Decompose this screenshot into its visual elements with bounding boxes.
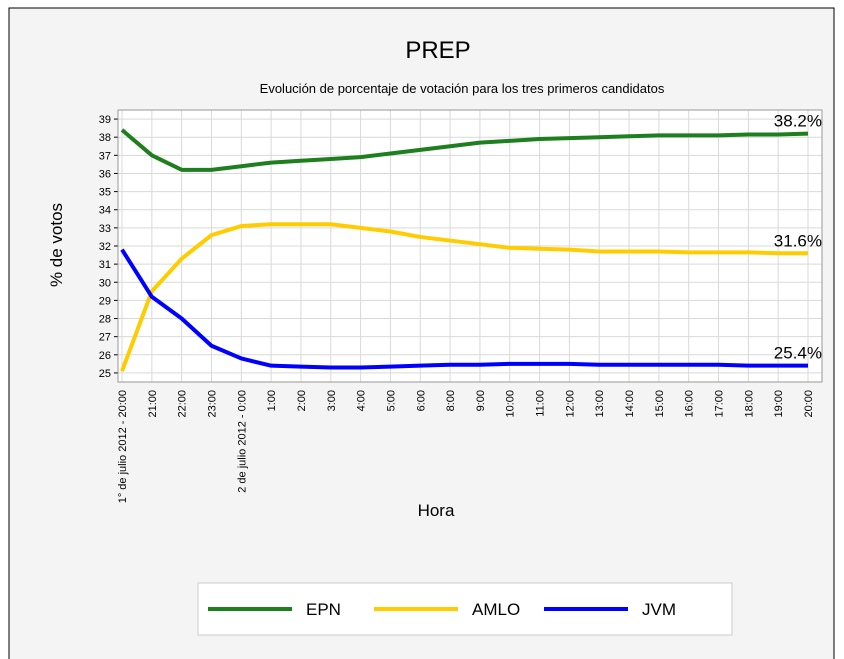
end-label: 38.2% xyxy=(774,112,822,131)
chart-title: PREP xyxy=(405,37,470,64)
y-tick-label: 28 xyxy=(99,314,111,326)
x-tick-label: 15:00 xyxy=(654,390,666,418)
y-tick-label: 25 xyxy=(99,368,111,380)
x-tick-label: 13:00 xyxy=(594,390,606,418)
y-tick-label: 29 xyxy=(99,295,111,307)
y-tick-label: 32 xyxy=(99,241,111,253)
x-tick-label: 16:00 xyxy=(684,390,696,418)
x-tick-label: 1° de julio 2012 - 20:00 xyxy=(117,390,129,503)
x-tick-label: 8:00 xyxy=(445,390,457,411)
x-tick-label: 2:00 xyxy=(296,390,308,411)
legend-label: AMLO xyxy=(472,600,520,619)
x-tick-label: 9:00 xyxy=(475,390,487,411)
x-tick-label: 5:00 xyxy=(385,390,397,411)
y-tick-label: 33 xyxy=(99,223,111,235)
y-tick-label: 30 xyxy=(99,277,111,289)
x-tick-label: 23:00 xyxy=(206,390,218,418)
legend-label: JVM xyxy=(642,600,676,619)
plot-border xyxy=(117,109,823,383)
y-tick-label: 34 xyxy=(99,205,111,217)
x-tick-label: 14:00 xyxy=(624,390,636,418)
y-axis-label: % de votos xyxy=(47,203,66,287)
y-tick-label: 31 xyxy=(99,259,111,271)
end-label: 31.6% xyxy=(774,231,822,250)
x-tick-label: 21:00 xyxy=(147,390,159,418)
x-tick-label: 20:00 xyxy=(803,390,815,418)
x-tick-label: 2 de julio 2012 - 0:00 xyxy=(236,390,248,493)
x-axis-label: Hora xyxy=(418,501,455,520)
x-tick-label: 17:00 xyxy=(714,390,726,418)
y-tick-label: 37 xyxy=(99,150,111,162)
y-tick-label: 26 xyxy=(99,350,111,362)
series-line xyxy=(120,222,808,372)
x-tick-label: 6:00 xyxy=(415,390,427,411)
end-label: 25.4% xyxy=(774,344,822,363)
x-tick-label: 1:00 xyxy=(266,390,278,411)
series-line xyxy=(120,248,808,370)
x-tick-label: 18:00 xyxy=(743,390,755,418)
x-tick-label: 12:00 xyxy=(564,390,576,418)
y-tick-label: 35 xyxy=(99,187,111,199)
x-tick-label: 11:00 xyxy=(535,390,547,417)
y-tick-label: 38 xyxy=(99,132,111,144)
x-tick-label: 22:00 xyxy=(177,390,189,418)
x-tick-label: 3:00 xyxy=(326,390,338,411)
y-tick-label: 39 xyxy=(99,114,111,126)
y-tick-label: 27 xyxy=(99,332,111,344)
y-tick-label: 36 xyxy=(99,168,111,180)
x-tick-label: 4:00 xyxy=(356,390,368,411)
series-line xyxy=(120,128,809,172)
x-tick-label: 10:00 xyxy=(505,390,517,418)
x-tick-label: 19:00 xyxy=(773,390,785,418)
chart-subtitle: Evolución de porcentaje de votación para… xyxy=(260,81,665,96)
legend-label: EPN xyxy=(306,600,341,619)
